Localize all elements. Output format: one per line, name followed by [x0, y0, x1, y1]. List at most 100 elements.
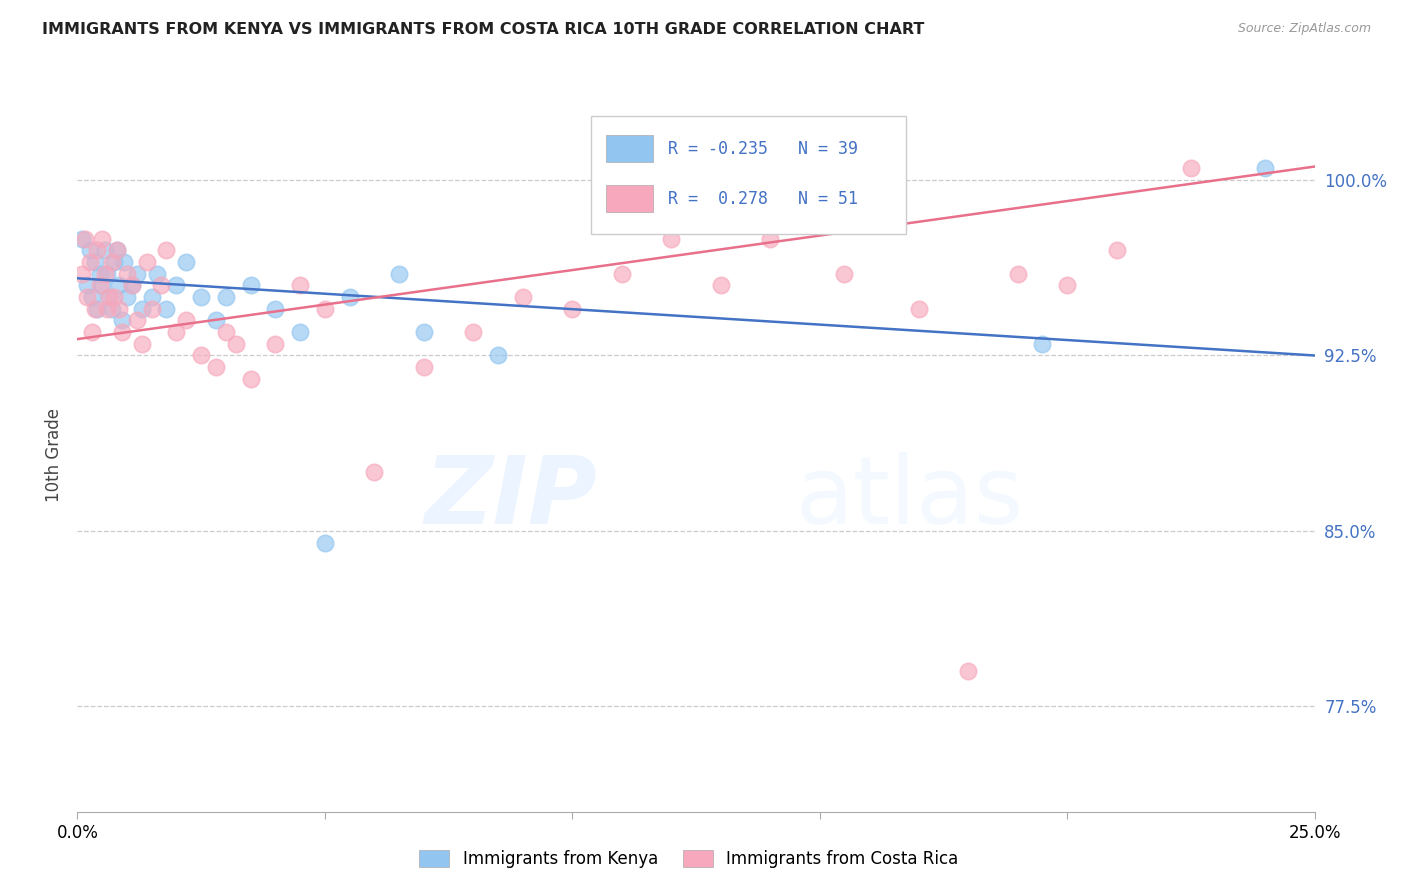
Point: [82, 290, 104, 304]
Point: [121, 278, 143, 293]
Point: [89, 278, 111, 293]
Point: [79, 243, 101, 257]
Point: [125, 267, 148, 281]
Point: [659, 231, 682, 245]
Point: [215, 290, 238, 304]
Point: [98, 290, 121, 304]
Point: [115, 290, 138, 304]
Point: [131, 336, 153, 351]
Point: [288, 325, 311, 339]
Point: [150, 278, 173, 293]
Point: [89, 267, 111, 281]
Point: [225, 336, 247, 351]
FancyBboxPatch shape: [591, 116, 907, 234]
Point: [412, 325, 434, 339]
Point: [141, 290, 163, 304]
Point: [91, 278, 114, 293]
Point: [103, 290, 125, 304]
Point: [215, 325, 238, 339]
Text: atlas: atlas: [794, 451, 1024, 544]
Point: [86, 243, 108, 257]
Point: [91, 231, 114, 245]
Point: [239, 372, 262, 386]
Point: [1254, 161, 1277, 176]
Point: [112, 255, 135, 269]
Point: [155, 301, 177, 316]
Point: [131, 301, 153, 316]
Point: [98, 290, 121, 304]
Point: [145, 267, 167, 281]
Point: [239, 278, 262, 293]
Point: [82, 325, 104, 339]
Point: [205, 360, 228, 375]
Bar: [606, 186, 652, 212]
Point: [103, 255, 125, 269]
Legend: Immigrants from Kenya, Immigrants from Costa Rica: Immigrants from Kenya, Immigrants from C…: [413, 843, 965, 875]
Point: [190, 349, 212, 363]
Point: [108, 278, 131, 293]
Text: Source: ZipAtlas.com: Source: ZipAtlas.com: [1237, 22, 1371, 36]
Text: ZIP: ZIP: [425, 451, 598, 544]
Point: [83, 255, 105, 269]
Point: [79, 255, 101, 269]
Point: [486, 349, 509, 363]
Point: [72, 267, 94, 281]
Point: [759, 231, 782, 245]
Point: [1056, 278, 1078, 293]
Point: [710, 278, 733, 293]
Point: [205, 313, 228, 327]
Point: [314, 301, 336, 316]
Point: [174, 255, 197, 269]
Point: [610, 267, 633, 281]
Point: [105, 243, 128, 257]
Point: [957, 665, 980, 679]
Point: [101, 301, 124, 316]
Point: [96, 267, 118, 281]
Point: [105, 243, 128, 257]
Point: [1180, 161, 1202, 176]
Point: [108, 301, 131, 316]
Text: IMMIGRANTS FROM KENYA VS IMMIGRANTS FROM COSTA RICA 10TH GRADE CORRELATION CHART: IMMIGRANTS FROM KENYA VS IMMIGRANTS FROM…: [42, 22, 925, 37]
Bar: [606, 136, 652, 162]
Point: [155, 243, 177, 257]
Point: [111, 325, 134, 339]
Point: [125, 313, 148, 327]
Point: [314, 535, 336, 549]
Point: [834, 267, 856, 281]
Point: [76, 278, 98, 293]
Point: [73, 231, 96, 245]
Point: [264, 336, 287, 351]
Point: [83, 301, 105, 316]
Point: [141, 301, 163, 316]
Point: [93, 243, 115, 257]
Point: [339, 290, 361, 304]
Text: R =  0.278   N = 51: R = 0.278 N = 51: [668, 190, 858, 208]
Point: [86, 301, 108, 316]
Point: [121, 278, 143, 293]
Point: [1105, 243, 1128, 257]
Point: [165, 278, 187, 293]
Point: [165, 325, 187, 339]
Point: [388, 267, 411, 281]
Point: [512, 290, 534, 304]
Point: [76, 290, 98, 304]
Point: [907, 301, 929, 316]
Text: R = -0.235   N = 39: R = -0.235 N = 39: [668, 140, 858, 158]
Point: [463, 325, 485, 339]
Point: [363, 466, 385, 480]
Point: [115, 267, 138, 281]
Y-axis label: 10th Grade: 10th Grade: [45, 408, 63, 502]
Point: [111, 313, 134, 327]
Point: [561, 301, 583, 316]
Point: [288, 278, 311, 293]
Point: [135, 255, 157, 269]
Point: [96, 301, 118, 316]
Point: [93, 267, 115, 281]
Point: [1007, 267, 1029, 281]
Point: [72, 231, 94, 245]
Point: [264, 301, 287, 316]
Point: [174, 313, 197, 327]
Point: [190, 290, 212, 304]
Point: [1031, 336, 1053, 351]
Point: [412, 360, 434, 375]
